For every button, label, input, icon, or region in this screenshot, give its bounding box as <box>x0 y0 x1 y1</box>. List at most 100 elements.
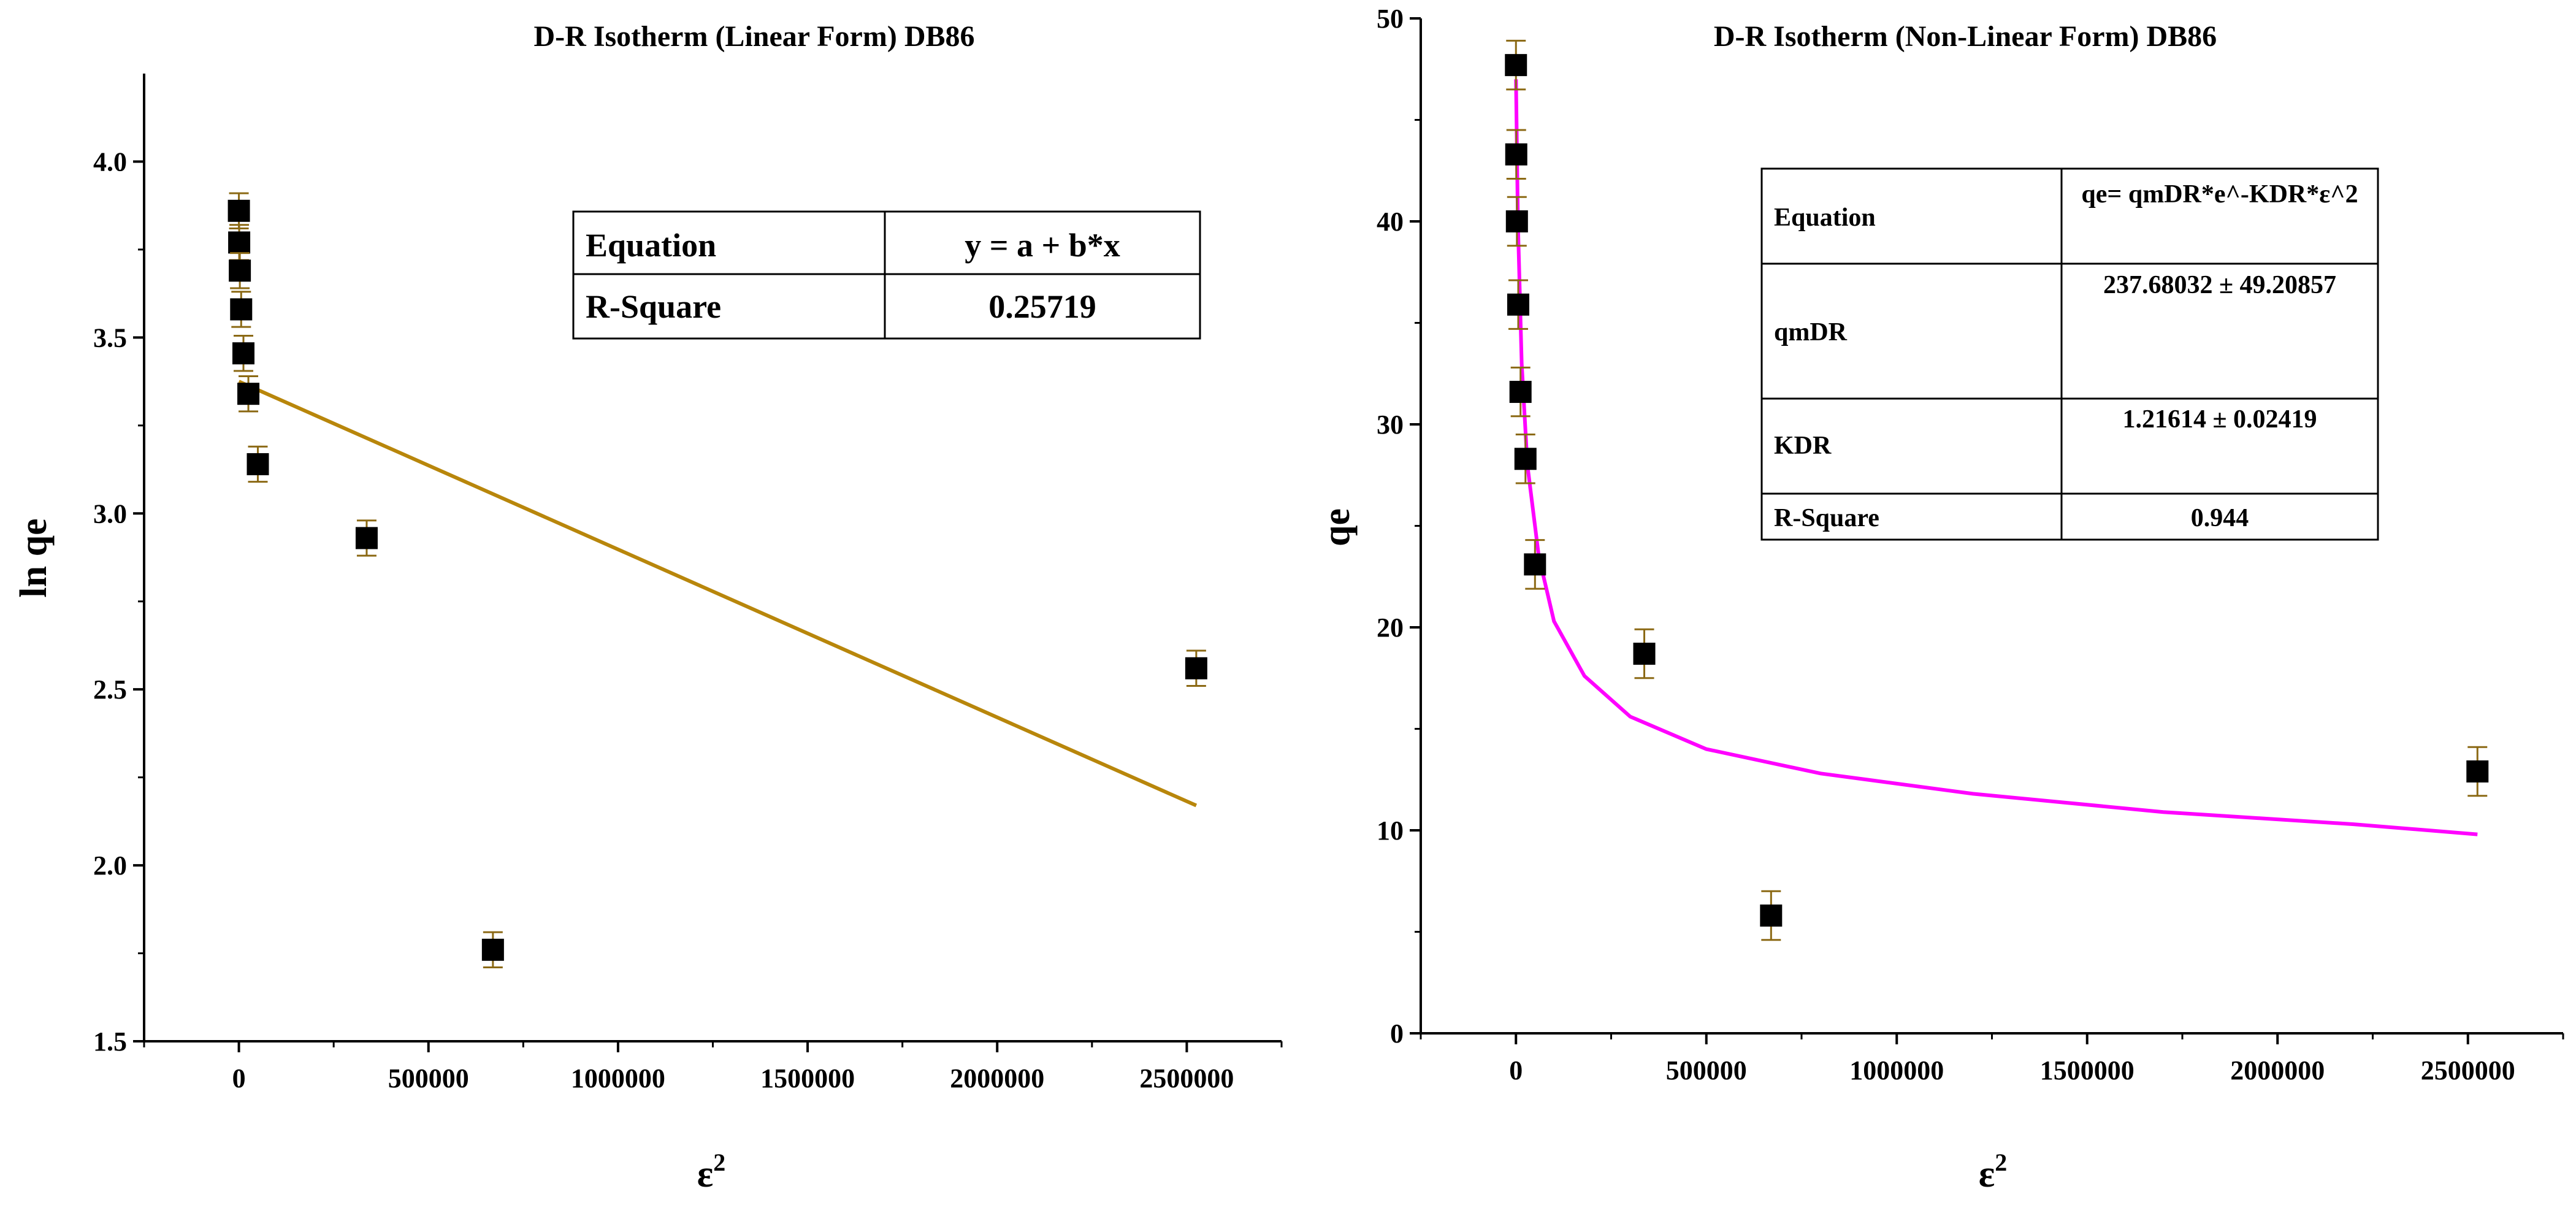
x-tick-label: 2500000 <box>1139 1063 1234 1093</box>
point-marker <box>481 938 504 961</box>
y-tick-label: 2.5 <box>93 675 127 705</box>
point-marker <box>1507 293 1529 316</box>
x-tick-label: 2000000 <box>950 1063 1044 1093</box>
fit-curve <box>1514 79 2478 836</box>
stats-table-cell: 1.21614 ± 0.02419 <box>2122 405 2317 434</box>
x-tick-label: 500000 <box>388 1063 469 1093</box>
data-point <box>247 445 269 483</box>
data-point <box>2466 746 2489 797</box>
point-marker <box>1185 657 1207 679</box>
point-marker <box>1509 381 1532 404</box>
y-axis-label: ln qe <box>13 518 55 597</box>
point-marker <box>227 199 250 222</box>
x-axis-label-base: ε <box>697 1153 714 1195</box>
stats-table-cell: qmDR <box>1774 318 1848 346</box>
y-ticks: 0 10 20 30 40 50 <box>1377 4 1421 1049</box>
data-point <box>229 252 251 289</box>
y-tick-label: 10 <box>1377 816 1404 846</box>
stats-table: Equation qe= qmDR*e^-KDR*ε^2 qmDR 237.68… <box>1760 167 2379 541</box>
y-tick-label: 40 <box>1377 207 1404 237</box>
point-marker <box>1760 905 1783 927</box>
x-axis-label: ε2 <box>697 1149 726 1195</box>
point-marker <box>228 231 251 254</box>
x-tick-label: 1000000 <box>1849 1055 1944 1085</box>
data-point <box>232 334 255 372</box>
data-point <box>355 519 378 557</box>
fit-line <box>238 380 1198 808</box>
y-tick-label: 4.0 <box>93 147 127 177</box>
y-ticks: 1.5 2.0 2.5 3.0 3.5 4.0 <box>93 147 144 1057</box>
data-point <box>228 224 251 261</box>
x-axis-label: ε2 <box>1979 1149 2008 1195</box>
stats-table-border <box>1760 167 2379 541</box>
data-point <box>1507 279 1529 330</box>
nonlinear-chart: D-R Isotherm (Non-Linear Form) DB86 0 10 2… <box>1316 4 2564 1195</box>
x-ticks: 0 500000 1000000 1500000 2000000 2500000 <box>1420 1033 2564 1085</box>
point-marker <box>1524 553 1546 576</box>
stats-table: Equation y = a + b*x R-Square 0.25719 <box>572 210 1201 340</box>
data-points <box>1505 39 2489 941</box>
data-point <box>1509 366 1532 418</box>
point-marker <box>355 527 378 549</box>
point-marker <box>247 453 269 475</box>
data-point <box>1185 649 1207 687</box>
stats-table-cell: R-Square <box>1774 504 1879 532</box>
point-marker <box>1633 643 1656 665</box>
point-marker <box>230 298 253 321</box>
point-marker <box>1505 210 1528 232</box>
y-tick-label: 0 <box>1390 1019 1404 1049</box>
stats-table-cell: qe= qmDR*e^-KDR*ε^2 <box>2081 180 2358 208</box>
stats-table-cell: Equation <box>586 227 716 264</box>
y-axis-label: qe <box>1316 508 1358 546</box>
x-ticks: 0 500000 1000000 1500000 2000000 2500000 <box>143 1041 1283 1093</box>
x-tick-label: 1500000 <box>760 1063 855 1093</box>
point-marker <box>1514 448 1537 470</box>
data-point <box>1505 196 1528 247</box>
x-axis-label-superscript: 2 <box>713 1149 725 1176</box>
stats-table-cell: 0.25719 <box>988 288 1096 325</box>
x-tick-label: 1000000 <box>571 1063 665 1093</box>
point-marker <box>232 342 255 365</box>
data-point <box>1505 129 1527 180</box>
y-tick-label: 30 <box>1377 410 1404 440</box>
y-tick-label: 2.0 <box>93 851 127 881</box>
stats-table-cell: R-Square <box>586 288 721 325</box>
chart-title: D-R Isotherm (Non-Linear Form) DB86 <box>1714 20 2217 53</box>
point-marker <box>1505 143 1527 166</box>
x-tick-label: 2000000 <box>2230 1055 2325 1085</box>
data-point <box>227 192 250 229</box>
data-point <box>230 291 253 328</box>
x-tick-label: 2500000 <box>2421 1055 2515 1085</box>
chart-title: D-R Isotherm (Linear Form) DB86 <box>534 20 975 53</box>
data-point <box>1514 434 1537 484</box>
data-point <box>237 375 260 413</box>
point-marker <box>237 383 260 405</box>
data-point <box>1524 539 1546 590</box>
point-marker <box>1505 54 1527 77</box>
y-tick-label: 3.5 <box>93 323 127 353</box>
x-tick-label: 0 <box>1509 1055 1523 1085</box>
linear-chart: D-R Isotherm (Linear Form) DB86 1.5 2.0 2.… <box>13 20 1283 1195</box>
x-tick-label: 500000 <box>1666 1055 1747 1085</box>
data-point <box>481 931 504 968</box>
y-tick-label: 3.0 <box>93 499 127 529</box>
stats-table-cell: Equation <box>1774 204 1876 232</box>
stats-table-cell: KDR <box>1774 432 1832 460</box>
stats-table-cell: 0.944 <box>2191 504 2249 532</box>
data-point <box>1505 39 1527 91</box>
stats-table-cell: 237.68032 ± 49.20857 <box>2103 271 2336 299</box>
point-marker <box>229 259 251 282</box>
data-point <box>1633 628 1656 679</box>
x-axis-label-base: ε <box>1979 1153 1995 1195</box>
x-tick-label: 1500000 <box>2040 1055 2135 1085</box>
y-tick-label: 20 <box>1377 613 1404 643</box>
point-marker <box>2466 760 2489 783</box>
data-point <box>1760 890 1783 941</box>
data-points <box>227 192 1207 968</box>
stats-table-cell: y = a + b*x <box>965 227 1120 264</box>
x-tick-label: 0 <box>232 1063 246 1093</box>
y-tick-label: 50 <box>1377 4 1404 34</box>
x-axis-label-superscript: 2 <box>1995 1149 2007 1176</box>
y-tick-label: 1.5 <box>93 1027 127 1057</box>
